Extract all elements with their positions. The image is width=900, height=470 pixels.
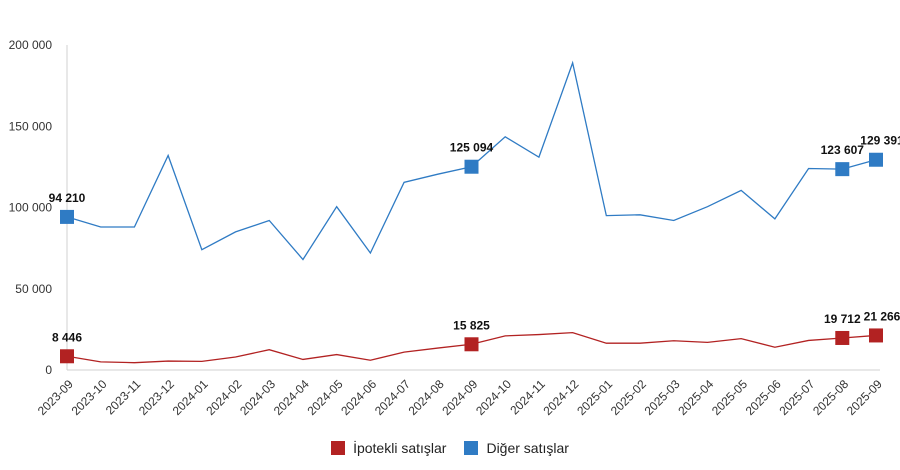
x-tick-label: 2025-08 [810,377,851,418]
x-tick-label: 2024-08 [406,377,447,418]
data-marker [835,330,850,345]
y-tick-label: 50 000 [15,282,52,296]
data-label: 94 210 [49,191,86,205]
x-tick-label: 2024-07 [372,377,413,418]
x-tick-label: 2024-12 [540,377,581,418]
data-marker [869,328,883,343]
x-tick-label: 2023-10 [69,377,110,418]
x-tick-label: 2024-02 [203,377,244,418]
legend-label-mortgage: İpotekli satışlar [353,440,447,456]
x-tick-label: 2025-03 [642,377,683,418]
y-tick-label: 100 000 [9,201,53,215]
data-label: 19 712 [824,312,861,326]
x-tick-label: 2024-11 [507,377,548,418]
legend-label-other: Diğer satışlar [486,440,569,456]
x-tick-label: 2023-11 [103,377,144,418]
data-marker [835,162,850,177]
y-tick-label: 200 000 [9,38,53,52]
x-tick-label: 2025-09 [844,377,885,418]
x-tick-label: 2025-05 [709,377,750,418]
x-tick-label: 2023-12 [136,377,177,418]
legend-item-other: Diğer satışlar [464,440,569,456]
x-tick-label: 2024-10 [473,377,514,418]
x-tick-label: 2024-05 [305,377,346,418]
y-tick-label: 150 000 [9,119,53,133]
x-tick-label: 2025-01 [574,377,615,418]
x-tick-label: 2024-09 [439,377,480,418]
x-tick-label: 2024-01 [170,377,211,418]
data-marker [60,349,74,364]
x-tick-label: 2025-07 [776,377,817,418]
data-marker [464,159,479,174]
data-marker [464,337,479,352]
x-tick-label: 2024-06 [338,377,379,418]
x-tick-label: 2024-04 [271,377,312,418]
x-tick-label: 2024-03 [237,377,278,418]
legend: İpotekli satışlar Diğer satışlar [0,440,900,456]
x-tick-label: 2023-09 [35,377,76,418]
data-label: 125 094 [450,141,494,155]
x-tick-label: 2025-02 [608,377,649,418]
x-tick-label: 2025-04 [675,377,716,418]
data-label: 21 266 [864,309,900,323]
y-tick-label: 0 [45,363,52,377]
data-label: 123 607 [821,143,865,157]
legend-item-mortgage: İpotekli satışlar [331,440,446,456]
legend-swatch-other [464,441,479,455]
legend-swatch-mortgage [331,441,346,455]
data-marker [869,152,883,167]
data-label: 129 391 [860,134,900,148]
x-tick-label: 2025-06 [743,377,784,418]
data-label: 15 825 [453,318,490,332]
data-label: 8 446 [52,330,82,344]
data-marker [60,209,74,224]
